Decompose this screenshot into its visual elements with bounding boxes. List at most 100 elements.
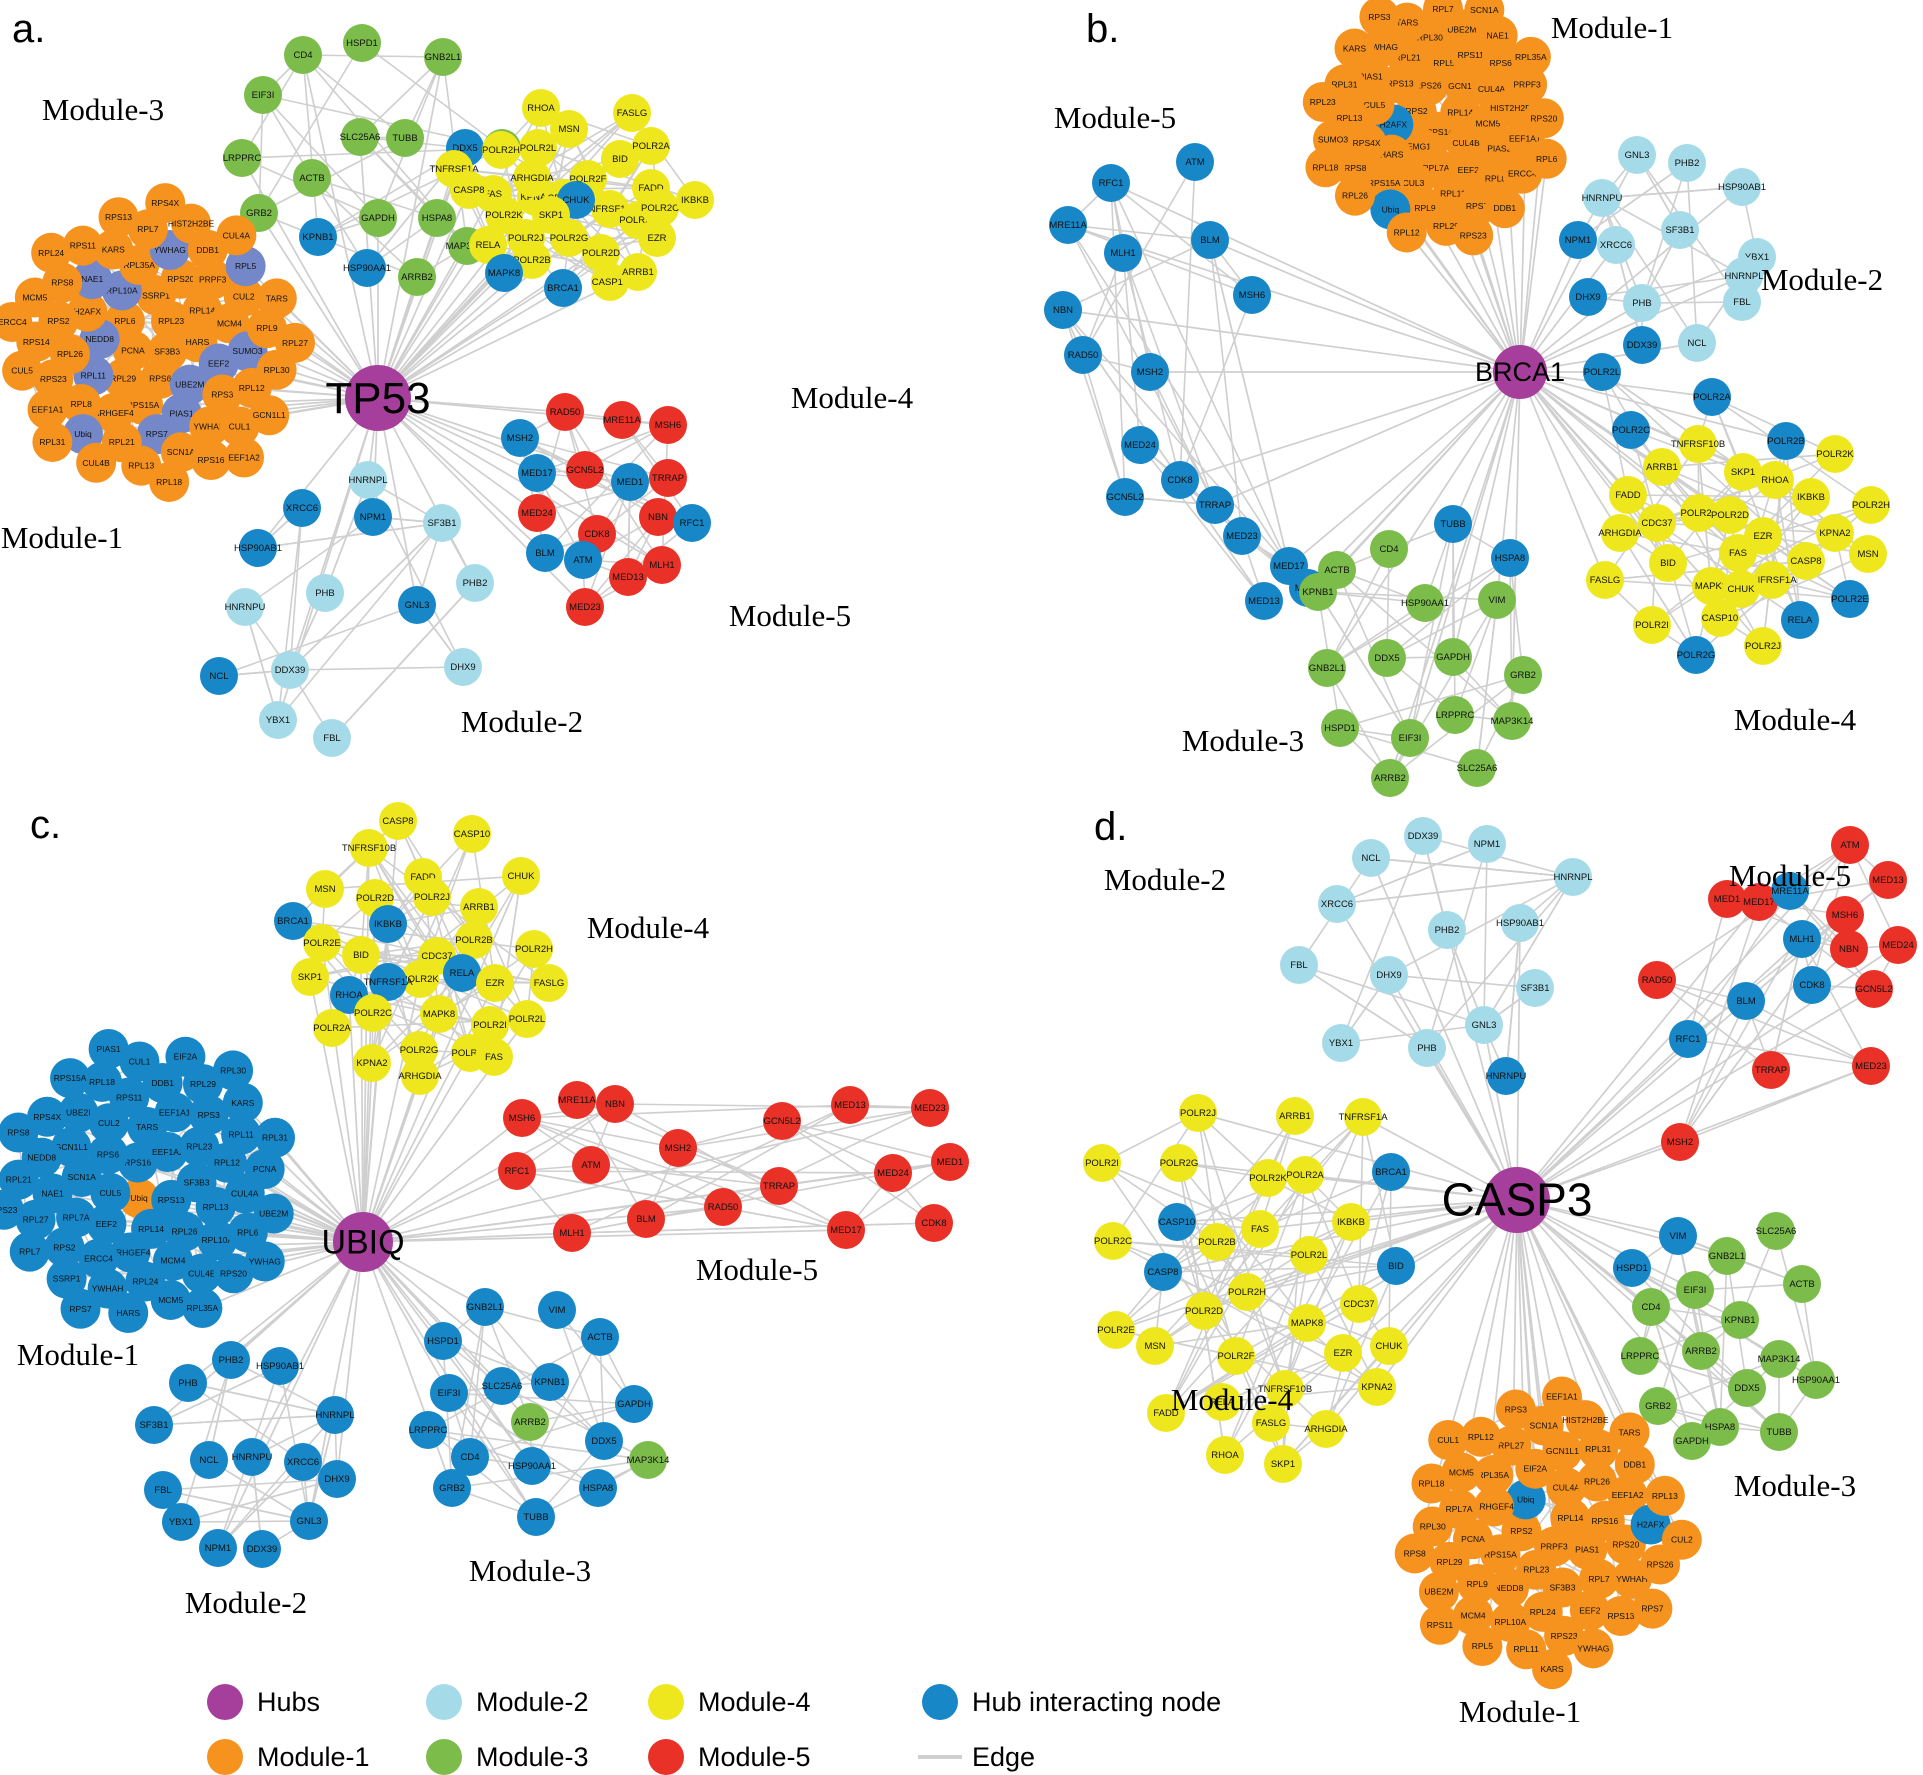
node-circle[interactable] <box>1191 221 1229 259</box>
node-YWHAH[interactable]: YWHAH <box>189 406 230 447</box>
node-NBN[interactable]: NBN <box>596 1085 634 1123</box>
node-POLR2F[interactable]: POLR2F <box>1217 1337 1255 1375</box>
node-RPS8[interactable]: RPS8 <box>1335 147 1376 188</box>
node-BRCA1[interactable]: BRCA1 <box>544 269 582 307</box>
node-CASP10[interactable]: CASP10 <box>453 815 491 853</box>
node-EEF2[interactable]: EEF2 <box>1569 1590 1610 1631</box>
node-circle[interactable] <box>609 558 647 596</box>
node-RPL21[interactable]: RPL21 <box>0 1159 39 1200</box>
node-circle[interactable] <box>585 1422 623 1460</box>
node-circle[interactable] <box>1473 1486 1514 1527</box>
node-CUL4A[interactable]: CUL4A <box>1546 1467 1587 1508</box>
node-FBL[interactable]: FBL <box>144 1471 182 1509</box>
node-LRPPRC[interactable]: LRPPRC <box>409 1411 448 1449</box>
node-circle[interactable] <box>379 802 417 840</box>
node-circle[interactable] <box>1583 179 1621 217</box>
node-MRE11A[interactable]: MRE11A <box>1049 206 1087 244</box>
node-DHX9[interactable]: DHX9 <box>444 648 482 686</box>
node-circle[interactable] <box>274 902 312 940</box>
node-CASP10[interactable]: CASP10 <box>1701 599 1739 637</box>
node-circle[interactable] <box>1693 378 1731 416</box>
node-KARS[interactable]: KARS <box>1532 1649 1573 1690</box>
node-POLR2L[interactable]: POLR2L <box>519 129 557 167</box>
node-FADD[interactable]: FADD <box>1609 476 1647 514</box>
node-UBE2M[interactable]: UBE2M <box>253 1193 294 1234</box>
node-RPL18[interactable]: RPL18 <box>1411 1463 1452 1504</box>
hub-circle[interactable] <box>333 1212 393 1272</box>
node-circle[interactable] <box>60 1288 101 1329</box>
node-circle[interactable] <box>239 529 277 567</box>
node-circle[interactable] <box>498 1152 536 1190</box>
node-DDX39[interactable]: DDX39 <box>271 651 309 689</box>
node-circle[interactable] <box>46 1258 87 1299</box>
node-RPL26[interactable]: RPL26 <box>1335 175 1376 216</box>
node-YWHAG[interactable]: YWHAG <box>244 1241 285 1282</box>
node-ARHGDIA[interactable]: ARHGDIA <box>510 159 554 197</box>
node-circle[interactable] <box>226 588 264 626</box>
node-RPS23[interactable]: RPS23 <box>33 359 74 400</box>
node-PHB[interactable]: PHB <box>306 574 344 612</box>
node-POLR2D[interactable]: POLR2D <box>1711 496 1749 534</box>
node-circle[interactable] <box>1623 284 1661 322</box>
node-circle[interactable] <box>649 459 687 497</box>
node-RPL35A[interactable]: RPL35A <box>1473 1455 1514 1496</box>
node-PHB2[interactable]: PHB2 <box>212 1341 250 1379</box>
node-circle[interactable] <box>1505 1479 1546 1520</box>
node-circle[interactable] <box>1460 1416 1501 1457</box>
node-circle[interactable] <box>169 1364 207 1402</box>
node-NBN[interactable]: NBN <box>1830 930 1868 968</box>
node-circle[interactable] <box>1377 1247 1415 1285</box>
node-circle[interactable] <box>1370 530 1408 568</box>
node-RPS15A[interactable]: RPS15A <box>50 1058 91 1099</box>
node-circle[interactable] <box>643 546 681 584</box>
node-RPL35A[interactable]: RPL35A <box>1510 36 1551 77</box>
node-circle[interactable] <box>31 232 72 273</box>
node-circle[interactable] <box>1394 1533 1435 1574</box>
node-MSN[interactable]: MSN <box>306 870 344 908</box>
node-circle[interactable] <box>763 1102 801 1140</box>
node-TNFRSF1A[interactable]: TNFRSF1A <box>1747 561 1797 599</box>
node-circle[interactable] <box>1198 1223 1236 1261</box>
node-circle[interactable] <box>1852 486 1890 524</box>
node-ATM[interactable]: ATM <box>564 541 602 579</box>
node-circle[interactable] <box>188 1094 229 1135</box>
node-circle[interactable] <box>1516 969 1554 1007</box>
node-circle[interactable] <box>615 1385 653 1423</box>
node-RPL13[interactable]: RPL13 <box>1644 1475 1685 1516</box>
node-POLR2J[interactable]: POLR2J <box>413 878 451 916</box>
node-RPL27[interactable]: RPL27 <box>15 1199 56 1240</box>
node-MSH6[interactable]: MSH6 <box>1826 896 1864 934</box>
node-circle[interactable] <box>256 278 297 319</box>
node-HSPD1[interactable]: HSPD1 <box>1321 709 1359 747</box>
node-circle[interactable] <box>1457 1563 1498 1604</box>
node-GAPDH[interactable]: GAPDH <box>1434 638 1472 676</box>
node-KPNB1[interactable]: KPNB1 <box>1299 573 1337 611</box>
node-circle[interactable] <box>1757 1212 1795 1250</box>
node-BID[interactable]: BID <box>1377 1247 1415 1285</box>
node-circle[interactable] <box>223 139 261 177</box>
node-KPNA2[interactable]: KPNA2 <box>1816 514 1854 552</box>
node-RPL7[interactable]: RPL7 <box>1422 0 1463 29</box>
node-HSPD1[interactable]: HSPD1 <box>424 1322 462 1360</box>
node-circle[interactable] <box>1158 1203 1196 1241</box>
node-RPS7[interactable]: RPS7 <box>1632 1588 1673 1629</box>
node-HNRNPL[interactable]: HNRNPL <box>315 1396 355 1434</box>
node-circle[interactable] <box>1428 911 1466 949</box>
node-circle[interactable] <box>98 197 139 238</box>
node-BID[interactable]: BID <box>342 936 380 974</box>
node-circle[interactable] <box>423 504 461 542</box>
node-RPS3[interactable]: RPS3 <box>1495 1389 1536 1430</box>
node-circle[interactable] <box>1307 1410 1345 1448</box>
node-HNRNPU[interactable]: HNRNPU <box>1582 179 1623 217</box>
node-HSP90AB1[interactable]: HSP90AB1 <box>256 1347 304 1385</box>
node-circle[interactable] <box>284 1443 322 1481</box>
node-TRRAP[interactable]: TRRAP <box>649 459 687 497</box>
node-SLC25A6[interactable]: SLC25A6 <box>1756 1212 1797 1250</box>
node-circle[interactable] <box>1488 1568 1529 1609</box>
node-CUL4B[interactable]: CUL4B <box>181 1253 222 1294</box>
node-circle[interactable] <box>1783 920 1821 958</box>
node-CD4[interactable]: CD4 <box>284 36 322 74</box>
node-circle[interactable] <box>76 442 117 483</box>
node-RPS11[interactable]: RPS11 <box>62 225 103 266</box>
node-circle[interactable] <box>1358 1368 1396 1406</box>
